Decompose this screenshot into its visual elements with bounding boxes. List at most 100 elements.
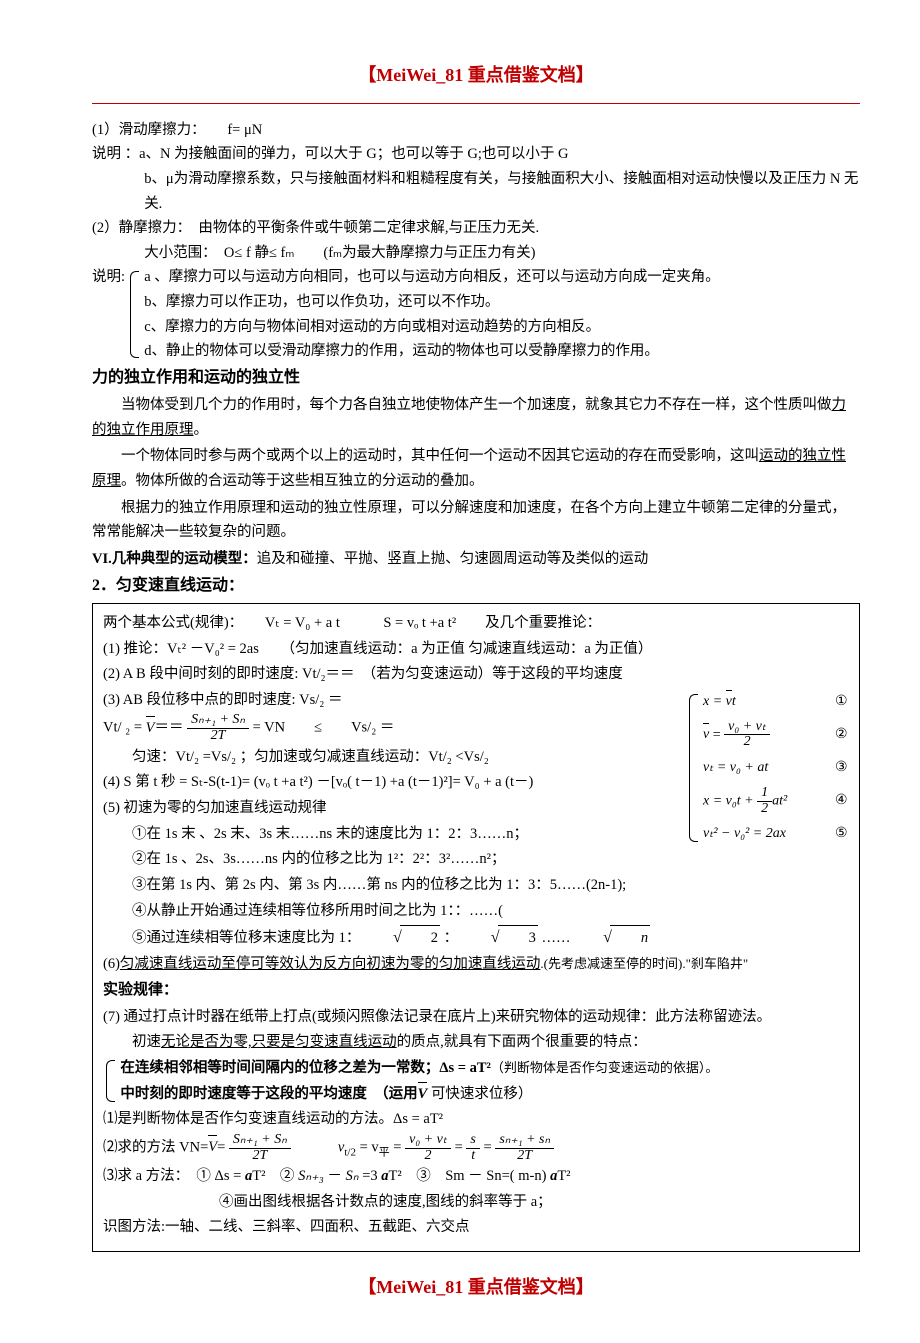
p2a: 一个物体同时参与两个或两个以上的运动时，其中任何一个运动不因其它运动的存在而受影… — [121, 448, 759, 464]
section-independence: 力的独立作用和运动的独立性 — [92, 364, 860, 391]
c2: ② — [834, 723, 849, 747]
box-r3: ③在第 1s 内、第 2s 内、第 3s 内……第 ns 内的位移之比为 1：3… — [103, 873, 851, 898]
l14c: － — [324, 1168, 346, 1184]
fAd: 2T — [229, 1149, 291, 1164]
e1a: x = — [703, 694, 726, 709]
l9b: 匀减速直线运动至停可等效认为反方向初速为零的匀加速直线运动 — [120, 956, 541, 972]
e3: vₜ = v₀ + at — [703, 756, 768, 780]
eq-4: x = v₀t + 12at² ④ — [703, 786, 849, 816]
r5b: ： — [444, 930, 459, 946]
note-b: b、摩擦力可以作正功，也可以作负功，还可以不作功。 — [144, 290, 860, 315]
line-static-friction: (2）静摩擦力： 由物体的平衡条件或牛顿第二定律求解,与正压力无关. — [92, 216, 860, 241]
brace-features: 在连续相邻相等时间间隔内的位移之差为一常数；Δs = aT²（判断物体是否作匀变… — [103, 1056, 851, 1106]
box-l15: ④画出图线根据各计数点的速度,图线的斜率等于 a； — [103, 1190, 851, 1215]
content: (1）滑动摩擦力： f= μN 说明 ：a、N 为接触面间的弹力，可以大于 G；… — [92, 118, 860, 1253]
header-rule — [92, 103, 860, 104]
box-l12: ⑴是判断物体是否作匀变速直线运动的方法。Δs = aT² — [103, 1107, 851, 1132]
sec2b: 追及和碰撞、平抛、竖直上抛、匀速圆周运动等及类似的运动 — [257, 551, 649, 567]
feat-a: 在连续相邻相等时间间隔内的位移之差为一常数；Δs = aT²（判断物体是否作匀变… — [120, 1056, 851, 1081]
fCd: t — [466, 1149, 479, 1164]
l14a: ⑶求 a 方法： ① Δs = — [103, 1168, 245, 1184]
l14e: T² ③ Sm － Sn=( m-n) — [389, 1168, 551, 1184]
box-r5: ⑤通过连续相等位移末速度比为 1： 2 ： 3 …… n — [103, 924, 851, 951]
eq-3: vₜ = v₀ + at ③ — [703, 756, 849, 780]
para-3: 根据力的独立作用原理和运动的独立性原理，可以分解速度和加速度，在各个方向上建立牛… — [92, 496, 860, 545]
eq-5: vₜ² − v₀² = 2ax ⑤ — [703, 822, 849, 846]
note-a: a 、摩擦力可以与运动方向相同，也可以与运动方向相反，还可以与运动方向成一定夹角… — [144, 265, 860, 290]
l13d: = v — [356, 1139, 379, 1155]
header-title: 【MeiWei_81 重点借鉴文档】 — [92, 60, 860, 91]
l13eq: t/2 — [344, 1146, 356, 1158]
l14f: T² — [557, 1168, 570, 1184]
l13b: = — [217, 1139, 225, 1155]
p2c: 。物体所做的合运动等于这些相互独立的分运动的叠加。 — [121, 473, 484, 489]
box-l9: (6)匀减速直线运动至停可等效认为反方向初速为零的匀加速直线运动.(先考虑减速至… — [103, 952, 851, 977]
f1n: Sₙ₊₁ + Sₙ — [187, 713, 249, 729]
br2b: 中时刻的即时速度等于这段的平均速度 （运用 — [120, 1086, 417, 1102]
eq-2: v = v₀ + vₜ2 ② — [703, 720, 849, 750]
p1c: 。 — [194, 422, 209, 438]
box-l13: ⑵求的方法 VN=V= Sₙ₊₁ + Sₙ2T vt/2 = v平 = v₀ +… — [103, 1133, 851, 1163]
fDn: sₙ₊₁ + sₙ — [495, 1133, 554, 1149]
sec2a: VI.几种典型的运动模型： — [92, 551, 257, 567]
c4: ④ — [834, 789, 849, 813]
box-l16: 识图方法:一轴、二线、三斜率、四面积、五截距、六交点 — [103, 1215, 851, 1240]
l11b: 无论是否为零,只要是匀变速直线运动 — [161, 1034, 397, 1050]
feat-b: 中时刻的即时速度等于这段的平均速度 （运用V 可快速求位移） — [120, 1082, 851, 1107]
section-models: VI.几种典型的运动模型：追及和碰撞、平抛、竖直上抛、匀速圆周运动等及类似的运动 — [92, 547, 860, 572]
l13a: ⑵求的方法 VN= — [103, 1139, 208, 1155]
l9a: (6) — [103, 956, 120, 972]
box-l10: (7) 通过打点计时器在纸带上打点(或频闪照像法记录在底片上)来研究物体的运动规… — [103, 1005, 851, 1030]
f1d: 2T — [187, 729, 249, 744]
line-sliding-friction: (1）滑动摩擦力： f= μN — [92, 118, 860, 143]
e2d: 2 — [724, 735, 770, 750]
e4a: x = v₀t + — [703, 793, 757, 808]
box-l14: ⑶求 a 方法： ① Δs = aT² ② Sₙ₊₃ － Sₙ =3 aT² ③… — [103, 1164, 851, 1189]
box-l2: (1) 推论：Vₜ² －V₀² = 2as （匀加速直线运动：a 为正值 匀减速… — [103, 637, 851, 662]
c1: ① — [834, 690, 849, 714]
section-uniform-accel: 2．匀变速直线运动： — [92, 572, 860, 599]
br2a2: （判断物体是否作匀变速运动的依据）。 — [491, 1060, 719, 1075]
para-2: 一个物体同时参与两个或两个以上的运动时，其中任何一个运动不因其它运动的存在而受影… — [92, 444, 860, 493]
br2a: 在连续相邻相等时间间隔内的位移之差为一常数；Δs = aT² — [120, 1060, 491, 1076]
l11c: 的质点,就具有下面两个很重要的特点： — [397, 1034, 647, 1050]
l14b: T² ② — [252, 1168, 298, 1184]
e4d: 2 — [757, 802, 772, 817]
c5: ⑤ — [834, 822, 849, 846]
sq2: 2 — [400, 925, 440, 951]
l5mid: = VN ≤ Vs/₂ ＝ — [253, 720, 395, 736]
note-c: c、摩擦力的方向与物体间相对运动的方向或相对运动趋势的方向相反。 — [144, 315, 860, 340]
fCn: s — [466, 1133, 479, 1149]
note-d: d、静止的物体可以受滑动摩擦力的作用，运动的物体也可以受静摩擦力的作用。 — [144, 339, 860, 364]
l14s2: Sₙ — [346, 1168, 359, 1184]
formula-box: x = vt ① v = v₀ + vₜ2 ② vₜ = v₀ + at ③ x… — [92, 603, 860, 1252]
fBd: 2 — [405, 1149, 451, 1164]
l14d: =3 — [359, 1168, 382, 1184]
line-note-a: 说明 ：a、N 为接触面间的弹力，可以大于 G；也可以等于 G;也可以小于 G — [92, 142, 860, 167]
sqn: n — [610, 925, 650, 951]
brace-notes: a 、摩擦力可以与运动方向相同，也可以与运动方向相反，还可以与运动方向成一定夹角… — [92, 265, 860, 364]
r5a: ⑤通过连续相等位移末速度比为 1： — [132, 930, 360, 946]
l11a: 初速 — [132, 1034, 161, 1050]
line-range: 大小范围： O≤ f 静≤ fₘ (fₘ为最大静摩擦力与正压力有关) — [92, 241, 860, 266]
para-1: 当物体受到几个力的作用时，每个力各自独立地使物体产生一个加速度，就象其它力不存在… — [92, 393, 860, 442]
fAn: Sₙ₊₁ + Sₙ — [229, 1133, 291, 1149]
e1b: v — [726, 690, 732, 714]
sq3: 3 — [498, 925, 538, 951]
p1a: 当物体受到几个力的作用时，每个力各自独立地使物体产生一个加速度，就象其它力不存在… — [121, 397, 832, 413]
l9d: "刹车陷井" — [686, 956, 749, 971]
e5: vₜ² − v₀² = 2ax — [703, 822, 786, 846]
eq-1: x = vt ① — [703, 690, 849, 714]
br2c: 可快速求位移） — [427, 1086, 532, 1102]
l5pre: Vt/ ₂ = — [103, 720, 142, 736]
c3: ③ — [834, 756, 849, 780]
page: 【MeiWei_81 重点借鉴文档】 (1）滑动摩擦力： f= μN 说明 ：a… — [0, 0, 920, 1343]
l14s1: Sₙ₊₃ — [298, 1168, 324, 1184]
fBn: v₀ + vₜ — [405, 1133, 451, 1149]
l13e: 平 — [379, 1146, 390, 1158]
e2a: v — [703, 723, 709, 747]
box-r4: ④从静止开始通过连续相等位移所用时间之比为 1：：……( — [103, 899, 851, 924]
e1c: t — [732, 694, 736, 709]
e2b: = — [709, 727, 724, 742]
e2n: v₀ + vₜ — [724, 720, 770, 736]
